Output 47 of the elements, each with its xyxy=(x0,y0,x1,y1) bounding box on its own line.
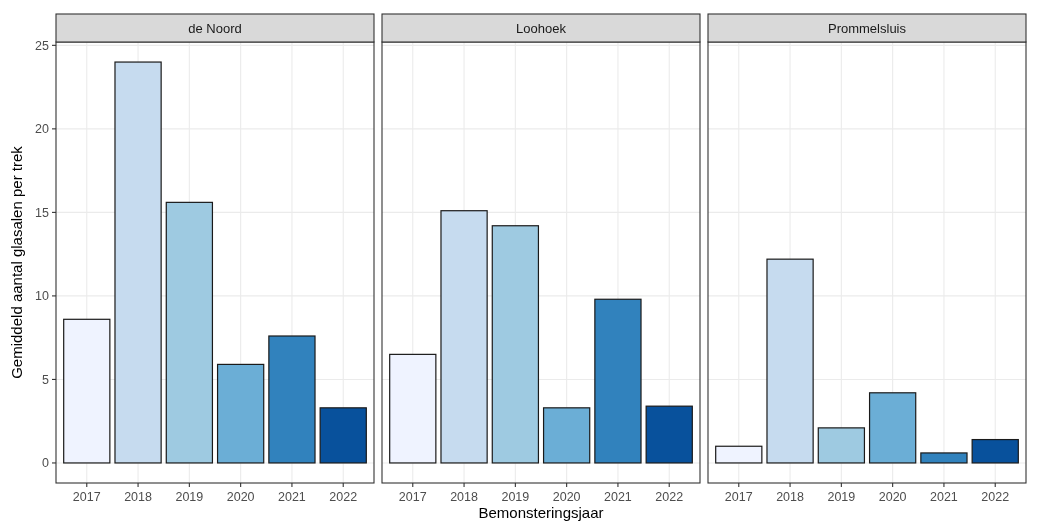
bar xyxy=(165,201,214,464)
bar xyxy=(817,427,866,464)
bar xyxy=(971,438,1019,464)
x-tick-label: 2017 xyxy=(398,490,427,504)
x-tick-label: 2019 xyxy=(501,490,530,504)
bar xyxy=(868,392,917,464)
y-tick-label: 5 xyxy=(42,372,50,387)
bar xyxy=(715,445,763,464)
bar xyxy=(542,407,591,464)
x-tick-label: 2021 xyxy=(604,490,632,504)
y-tick-label: 10 xyxy=(35,289,50,304)
y-tick-label: 20 xyxy=(35,122,50,137)
bar xyxy=(319,407,367,464)
bar xyxy=(114,61,162,464)
bar xyxy=(766,258,814,464)
x-tick-label: 2020 xyxy=(552,490,581,504)
x-tick-label: 2022 xyxy=(329,490,358,504)
x-tick-label: 2022 xyxy=(655,490,684,504)
y-tick-label: 0 xyxy=(42,456,50,471)
bar xyxy=(268,335,316,464)
x-tick-label: 2020 xyxy=(878,490,907,504)
x-tick-label: 2019 xyxy=(827,490,856,504)
y-tick-label: 15 xyxy=(35,205,50,220)
x-tick-label: 2022 xyxy=(981,490,1010,504)
x-tick-label: 2017 xyxy=(72,490,101,504)
bar xyxy=(216,363,265,464)
bar xyxy=(389,353,437,464)
x-tick-label: 2018 xyxy=(450,490,479,504)
bar xyxy=(491,225,540,464)
bar xyxy=(645,405,693,464)
x-tick-label: 2019 xyxy=(175,490,204,504)
x-axis-title: Bemonsteringsjaar xyxy=(478,504,604,521)
x-tick-label: 2021 xyxy=(930,490,958,504)
y-tick-label: 25 xyxy=(35,38,50,53)
y-axis-title: Gemiddeld aantal glasalen per trek xyxy=(8,145,25,379)
x-tick-label: 2018 xyxy=(124,490,153,504)
chart-title: Prommelsluis xyxy=(827,20,907,36)
bar xyxy=(920,452,968,464)
x-tick-label: 2021 xyxy=(278,490,306,504)
chart-title: Loohoek xyxy=(516,20,567,36)
bar xyxy=(63,318,111,464)
bar xyxy=(594,298,642,464)
x-tick-label: 2018 xyxy=(776,490,805,504)
bar xyxy=(440,210,488,464)
chart-title: de Noord xyxy=(188,20,242,36)
x-tick-label: 2017 xyxy=(724,490,753,504)
x-tick-label: 2020 xyxy=(226,490,255,504)
